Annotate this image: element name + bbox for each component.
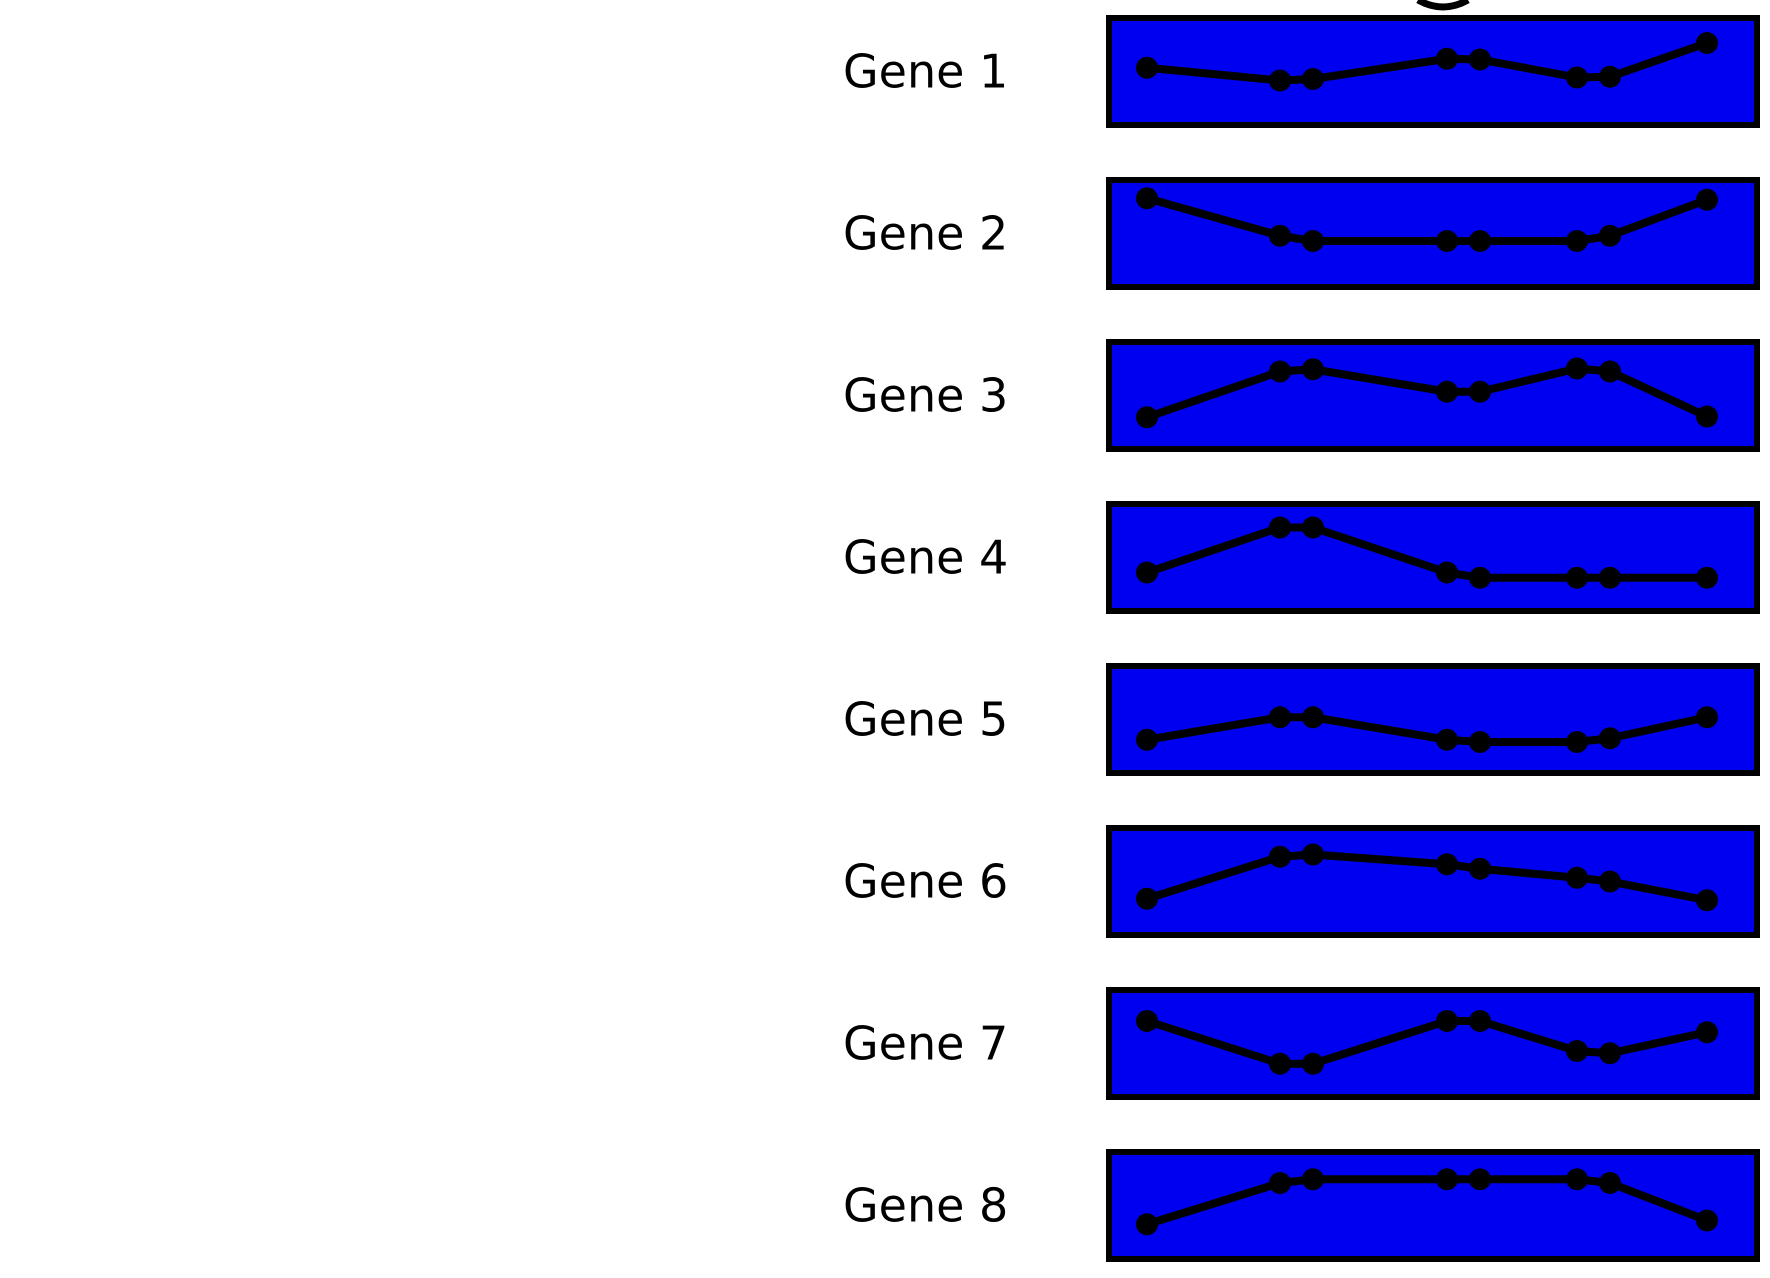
gene-label: Gene 8 (843, 1179, 1008, 1233)
expression-point (1302, 230, 1324, 252)
expression-point (1136, 561, 1158, 584)
expression-point (1302, 358, 1324, 381)
expression-point (1436, 1010, 1458, 1032)
expression-point (1436, 561, 1458, 584)
expression-point (1566, 230, 1588, 252)
gene-label: Gene 7 (843, 1017, 1008, 1071)
gene-row: Gene 2 (843, 177, 1760, 290)
expression-point (1269, 516, 1291, 539)
expression-point (1599, 65, 1621, 88)
expression-point (1566, 66, 1588, 89)
expression-point (1696, 1209, 1718, 1232)
expression-point (1136, 56, 1158, 79)
cropped-title-glyph (1416, 0, 1470, 11)
expression-point (1436, 380, 1458, 403)
expression-point (1302, 68, 1324, 90)
expression-point (1599, 360, 1621, 383)
expression-point (1269, 360, 1291, 383)
expression-point (1599, 1042, 1621, 1065)
expression-point (1696, 706, 1718, 729)
expression-point (1566, 731, 1588, 753)
expression-point (1269, 69, 1291, 92)
expression-point (1599, 727, 1621, 750)
gene-row: Gene 8 (843, 1149, 1760, 1262)
expression-point (1469, 566, 1491, 589)
expression-point (1302, 1052, 1324, 1075)
expression-point (1469, 230, 1491, 252)
gene-label: Gene 3 (843, 369, 1008, 423)
expression-point (1469, 380, 1491, 403)
expression-point (1696, 32, 1718, 54)
expression-point (1566, 866, 1588, 889)
expression-point (1599, 1172, 1621, 1194)
expression-point (1566, 566, 1588, 589)
expression-point (1269, 224, 1291, 247)
expression-point (1436, 853, 1458, 876)
expression-panel (1106, 177, 1760, 290)
expression-point (1136, 1010, 1158, 1032)
expression-point (1269, 706, 1291, 729)
expression-point (1436, 728, 1458, 751)
expression-point (1302, 516, 1324, 539)
expression-point (1566, 1168, 1588, 1191)
expression-point (1302, 706, 1324, 729)
expression-point (1696, 188, 1718, 211)
expression-panel (1106, 663, 1760, 776)
expression-point (1469, 48, 1491, 71)
expression-point (1436, 230, 1458, 252)
expression-point (1599, 870, 1621, 893)
expression-panel (1106, 825, 1760, 938)
expression-point (1136, 1213, 1158, 1236)
expression-point (1136, 728, 1158, 751)
expression-point (1696, 889, 1718, 912)
expression-point (1269, 1052, 1291, 1075)
gene-label: Gene 6 (843, 855, 1008, 909)
gene-row: Gene 3 (843, 339, 1760, 452)
expression-point (1469, 857, 1491, 880)
expression-point (1696, 566, 1718, 589)
gene-label: Gene 4 (843, 531, 1008, 585)
expression-point (1269, 845, 1291, 868)
expression-point (1436, 47, 1458, 70)
gene-row: Gene 1 (843, 15, 1760, 128)
gene-label: Gene 5 (843, 693, 1008, 747)
gene-row: Gene 6 (843, 825, 1760, 938)
gene-rows: Gene 1 Gene 2 Gene 3 Gene 4 Gene 5 Gene 6 Gene… (843, 15, 1760, 1262)
gene-label: Gene 2 (843, 207, 1008, 261)
expression-point (1469, 1010, 1491, 1032)
expression-point (1302, 843, 1324, 866)
expression-point (1302, 1168, 1324, 1191)
expression-panel (1106, 501, 1760, 614)
gene-row: Gene 5 (843, 663, 1760, 776)
expression-point (1436, 1168, 1458, 1191)
expression-point (1136, 187, 1158, 210)
expression-point (1136, 406, 1158, 429)
expression-point (1696, 1021, 1718, 1044)
expression-point (1566, 1040, 1588, 1062)
expression-point (1599, 224, 1621, 247)
expression-point (1566, 357, 1588, 380)
expression-point (1269, 1172, 1291, 1194)
expression-point (1136, 887, 1158, 910)
gene-row: Gene 4 (843, 501, 1760, 614)
gene-label: Gene 1 (843, 45, 1008, 99)
expression-point (1599, 566, 1621, 589)
expression-point (1696, 405, 1718, 428)
gene-row: Gene 7 (843, 987, 1760, 1100)
expression-point (1469, 1168, 1491, 1191)
expression-point (1469, 731, 1491, 753)
